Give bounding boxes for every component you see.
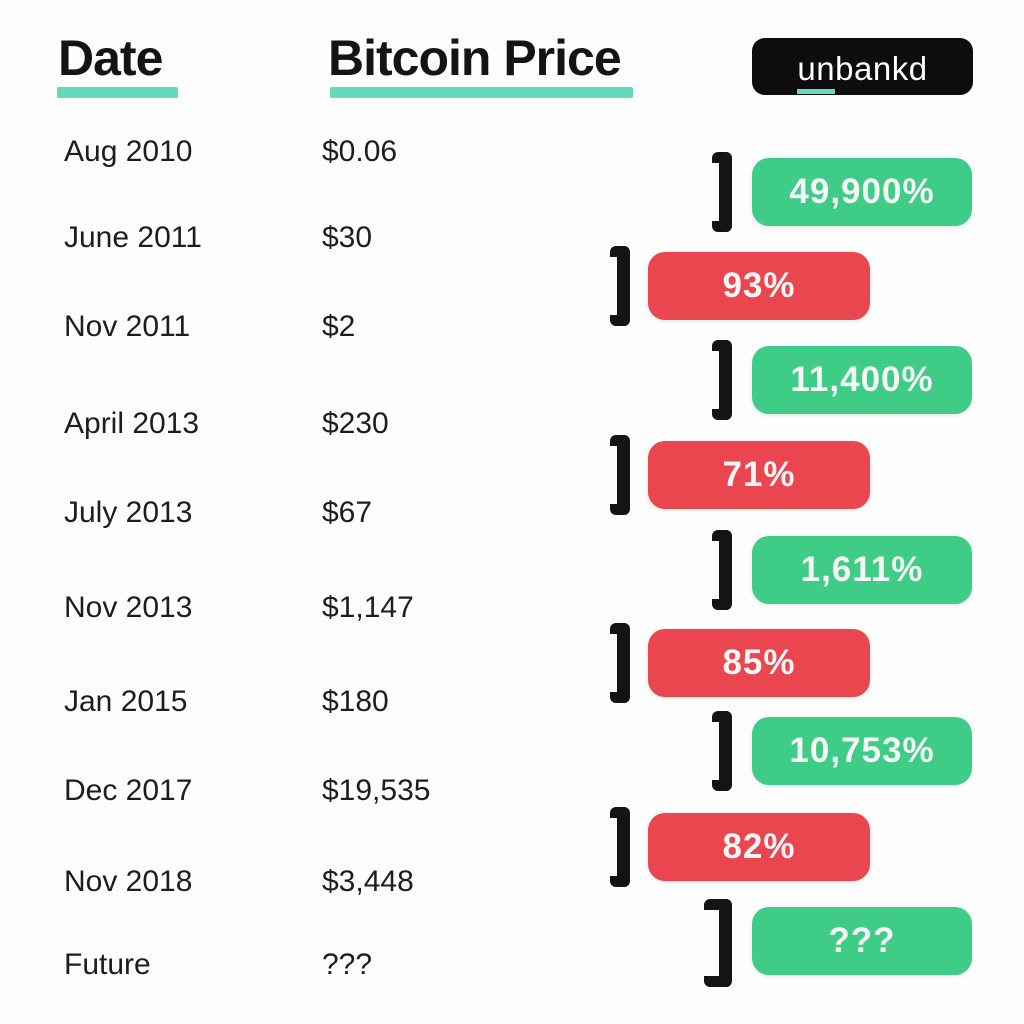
table-row: Jan 2015 $180 — [0, 685, 1024, 719]
unbankd-logo-text: unbankd — [797, 49, 928, 94]
price-cell: $3,448 — [322, 865, 414, 898]
gain-badge: 1,611% — [752, 536, 972, 604]
loss-badge: 85% — [648, 629, 870, 697]
date-cell: Aug 2010 — [64, 135, 193, 168]
table-row: Nov 2011 $2 — [0, 310, 1024, 344]
date-cell: Nov 2018 — [64, 865, 193, 898]
price-cell: $30 — [322, 221, 373, 254]
table-row: July 2013 $67 — [0, 496, 1024, 530]
teal-underline-date — [57, 87, 178, 98]
bracket-icon — [712, 152, 732, 232]
table-row: Aug 2010 $0.06 — [0, 135, 1024, 169]
price-cell: $180 — [322, 685, 389, 718]
gain-badge: ??? — [752, 907, 972, 975]
logo-un-underlined: un — [797, 49, 836, 94]
change-indicator-gain: 10,753% — [712, 711, 972, 791]
change-indicator-gain: 49,900% — [712, 152, 972, 232]
bracket-icon — [610, 623, 630, 703]
change-indicator-gain: 11,400% — [712, 340, 972, 420]
table-row: April 2013 $230 — [0, 407, 1024, 441]
change-indicator-loss: 71% — [610, 435, 870, 515]
date-cell: June 2011 — [64, 221, 202, 254]
date-cell: Jan 2015 — [64, 685, 188, 718]
bracket-icon — [712, 530, 732, 610]
table-row: June 2011 $30 — [0, 221, 1024, 255]
price-column-header: Bitcoin Price — [328, 30, 622, 86]
price-cell: $0.06 — [322, 135, 398, 168]
logo-bankd: bankd — [835, 49, 928, 87]
table-row: Dec 2017 $19,535 — [0, 774, 1024, 808]
price-cell: $230 — [322, 407, 389, 440]
date-cell: Nov 2011 — [64, 310, 191, 343]
bracket-icon — [610, 246, 630, 326]
price-cell: $2 — [322, 310, 356, 343]
unbankd-logo: unbankd — [752, 38, 973, 95]
price-cell: $19,535 — [322, 774, 431, 807]
teal-underline-price — [330, 87, 633, 98]
change-indicator-loss: 85% — [610, 623, 870, 703]
table-row: Nov 2018 $3,448 — [0, 865, 1024, 899]
change-indicator-gain: 1,611% — [712, 530, 972, 610]
date-column-header: Date — [58, 30, 163, 86]
price-cell: ??? — [322, 948, 373, 981]
change-indicator-loss: 93% — [610, 246, 870, 326]
date-cell: Nov 2013 — [64, 591, 193, 624]
table-row: Future ??? — [0, 948, 1024, 982]
date-cell: Dec 2017 — [64, 774, 193, 807]
date-cell: April 2013 — [64, 407, 200, 440]
change-indicator-loss: 82% — [610, 807, 870, 887]
price-cell: $67 — [322, 496, 373, 529]
gain-badge: 10,753% — [752, 717, 972, 785]
gain-badge: 11,400% — [752, 346, 972, 414]
table-row: Nov 2013 $1,147 — [0, 591, 1024, 625]
bracket-icon — [704, 899, 732, 987]
price-cell: $1,147 — [322, 591, 414, 624]
loss-badge: 71% — [648, 441, 870, 509]
gain-badge: 49,900% — [752, 158, 972, 226]
bracket-icon — [712, 340, 732, 420]
bracket-icon — [610, 807, 630, 887]
loss-badge: 82% — [648, 813, 870, 881]
bracket-icon — [610, 435, 630, 515]
loss-badge: 93% — [648, 252, 870, 320]
date-cell: July 2013 — [64, 496, 193, 529]
bracket-icon — [712, 711, 732, 791]
change-indicator-gain: ??? — [704, 899, 972, 987]
date-cell: Future — [64, 948, 151, 981]
